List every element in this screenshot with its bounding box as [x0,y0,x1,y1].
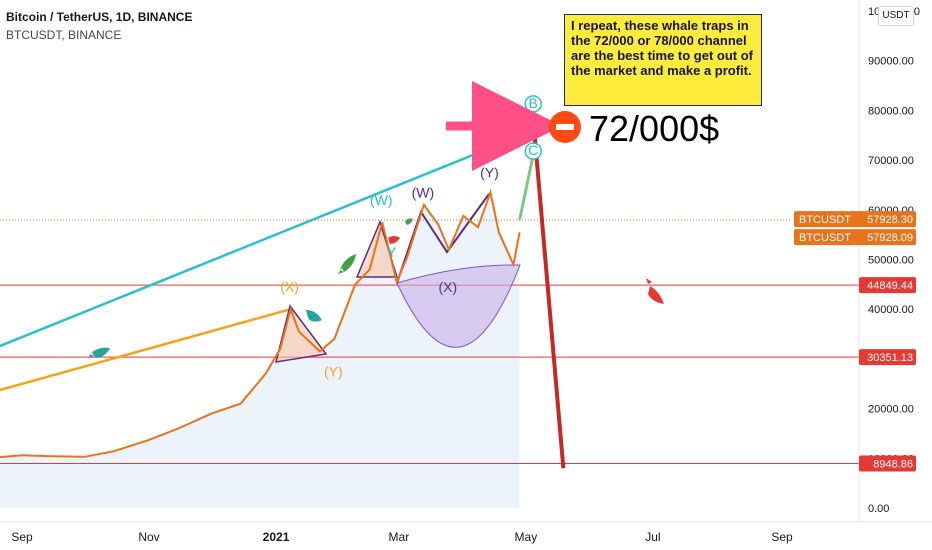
y-tick-label: 0.00 [868,503,889,515]
level-tag-bg [859,277,916,294]
x-tick-label: Sep [11,530,33,544]
price-tag-value: 57928.30 [867,214,913,226]
rocket-icon [388,236,400,244]
wave-label: (X) [280,278,299,294]
x-tick-label: Jul [645,530,660,544]
x-tick-label: Nov [138,530,159,544]
x-tick-label: Mar [389,530,410,544]
projection-down-leg [532,130,566,469]
annotation-note: I repeat, these whale traps in the 72/00… [564,14,762,106]
x-tick-label: 2021 [263,530,290,544]
level-tag-label: 8948.86 [873,459,913,471]
price-tag-bg [794,229,916,246]
wave-label: C [528,142,538,158]
rocket-icon [88,347,110,358]
big-price-label: 72/000$ [589,108,720,149]
wave-label: (Y) [480,164,499,180]
wave-label: (W) [370,192,393,208]
rocket-icon [306,310,322,322]
symbol-line: BTCUSDT, BINANCE [6,28,122,42]
y-tick-label: 50000.00 [868,255,914,267]
x-tick-label: Sep [771,530,793,544]
level-tag-label: 30351.13 [867,352,913,364]
cyan-trend-line[interactable] [0,129,535,351]
rocket-icon [405,218,413,225]
price-tag-symbol: BTCUSDT [799,214,851,226]
rocket-icon [338,254,356,274]
wave-label: B [529,95,538,111]
level-tag-label: 44849.44 [867,280,913,292]
currency-button[interactable]: USDT [878,6,914,26]
y-tick-label: 90000.00 [868,56,914,68]
y-tick-label: 80000.00 [868,105,914,117]
x-tick-label: May [515,530,538,544]
wave-label: Y [387,244,397,260]
y-tick-label: 20000.00 [868,404,914,416]
stop-icon-bar [556,124,574,130]
rocket-down-icon [646,278,664,304]
level-tag-bg [859,349,916,366]
wave-label: (W) [412,184,435,200]
orange-trend-line[interactable] [0,307,291,393]
price-tag-symbol: BTCUSDT [799,232,851,244]
price-tag-value: 57928.09 [867,232,913,244]
price-line-series[interactable] [0,188,521,459]
cup-shape [396,264,521,348]
chart-title: Bitcoin / TetherUS, 1D, BINANCE [6,10,193,24]
wave-label: (Y) [324,363,343,379]
y-tick-label: 40000.00 [868,304,914,316]
projection-up-leg [518,149,536,221]
level-tag-bg [859,455,916,472]
wave-lines [396,193,490,284]
y-tick-label: 70000.00 [868,155,914,167]
wave-label: (X) [439,279,458,295]
price-area-fill [0,192,520,508]
price-tag-bg [794,211,916,228]
